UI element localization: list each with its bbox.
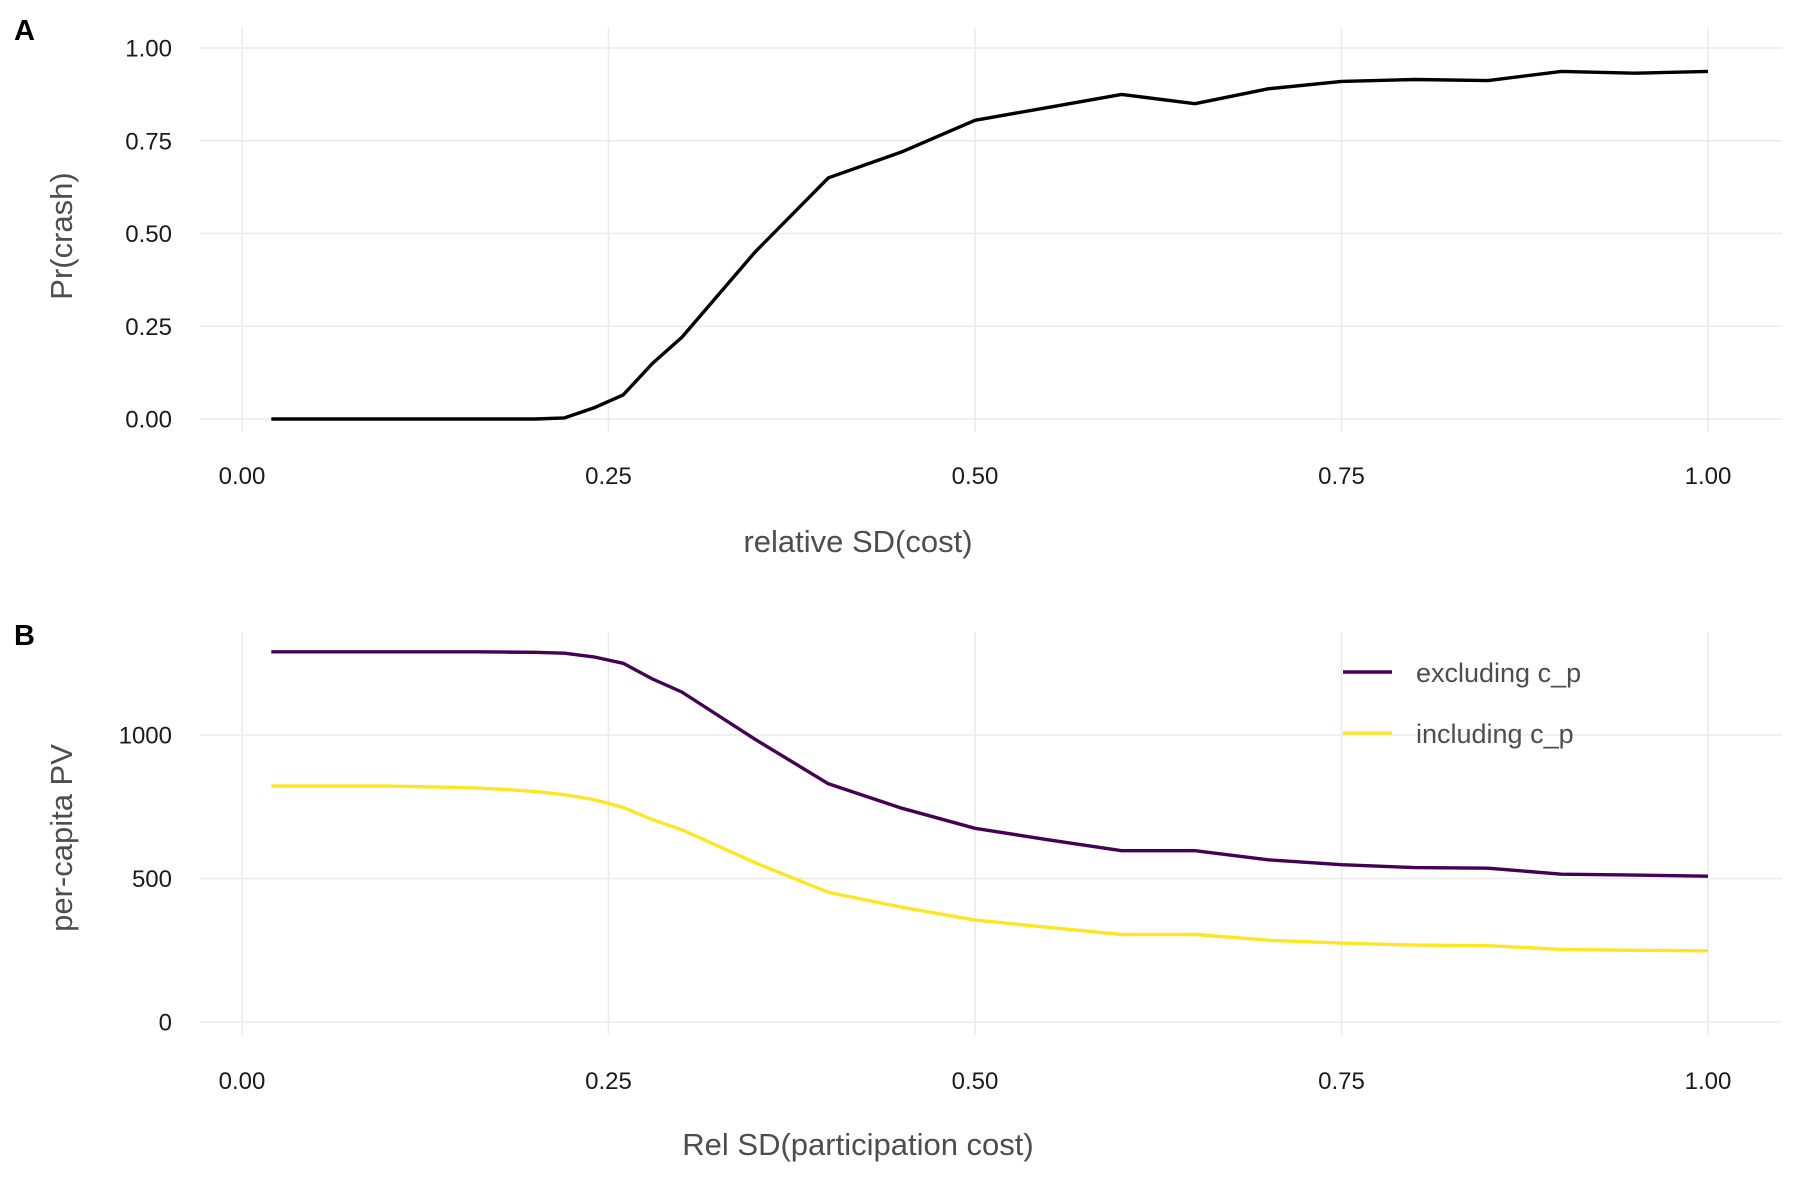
panel-b-y-tick-label: 1000 <box>119 723 172 750</box>
panel-b-series-group <box>271 650 1709 953</box>
panel-b-x-tick-label: 0.50 <box>952 1068 999 1095</box>
panel-a-x-tick-label: 0.50 <box>952 463 999 490</box>
panel-a-y-tick-label: 0.75 <box>125 128 172 155</box>
panel-a-y-tick-label: 1.00 <box>125 36 172 63</box>
panel-a-x-tick-label: 0.25 <box>585 463 632 490</box>
panel-b-y-axis-title: per-capita PV <box>44 744 79 932</box>
panel-a-crash-line <box>271 69 1709 421</box>
panel-a-y-tick-label: 0.25 <box>125 314 172 341</box>
panel-b-x-tick-label: 1.00 <box>1685 1068 1732 1095</box>
panel-b: B 0 500 1000 0.00 0.25 0.50 0.75 1.00 Rel SD(p… <box>14 620 1782 1162</box>
panel-a-x-axis-title: relative SD(cost) <box>743 524 972 559</box>
panel-b-x-tick-label: 0.25 <box>585 1068 632 1095</box>
panel-b-tag: B <box>14 620 35 652</box>
panel-b-x-tick-label: 0.75 <box>1318 1068 1365 1095</box>
panel-a-x-tick-labels: 0.00 0.25 0.50 0.75 1.00 <box>219 463 1732 490</box>
panel-a-x-tick-label: 1.00 <box>1685 463 1732 490</box>
panel-a-series-group <box>271 69 1709 421</box>
panel-a-tag: A <box>14 15 35 47</box>
panel-b-y-tick-label: 0 <box>159 1010 172 1037</box>
panel-a-y-tick-label: 0.00 <box>125 407 172 434</box>
panel-a-y-axis-title: Pr(crash) <box>44 172 79 299</box>
panel-b-x-axis-title: Rel SD(participation cost) <box>682 1127 1033 1162</box>
panel-b-legend: excluding c_p including c_p <box>1343 658 1581 749</box>
panel-a-y-tick-label: 0.50 <box>125 221 172 248</box>
legend-label-excluding: excluding c_p <box>1416 658 1581 688</box>
legend-label-including: including c_p <box>1416 719 1574 749</box>
panel-a-x-tick-label: 0.00 <box>219 463 266 490</box>
panel-a-y-tick-labels: 0.00 0.25 0.50 0.75 1.00 <box>125 36 172 434</box>
panel-b-x-tick-label: 0.00 <box>219 1068 266 1095</box>
series-line-excluding <box>271 650 1709 878</box>
panel-b-grid <box>200 632 1782 1035</box>
panel-b-y-tick-labels: 0 500 1000 <box>119 723 172 1037</box>
panel-a: A 0.00 0.25 0.50 0.75 1.00 0.00 0.25 0.50 0.75 1… <box>14 15 1782 559</box>
panel-a-grid <box>200 28 1782 432</box>
panel-a-x-tick-label: 0.75 <box>1318 463 1365 490</box>
series-line-including <box>271 784 1709 953</box>
panel-b-y-tick-label: 500 <box>132 866 172 893</box>
panel-b-x-tick-labels: 0.00 0.25 0.50 0.75 1.00 <box>219 1068 1732 1095</box>
